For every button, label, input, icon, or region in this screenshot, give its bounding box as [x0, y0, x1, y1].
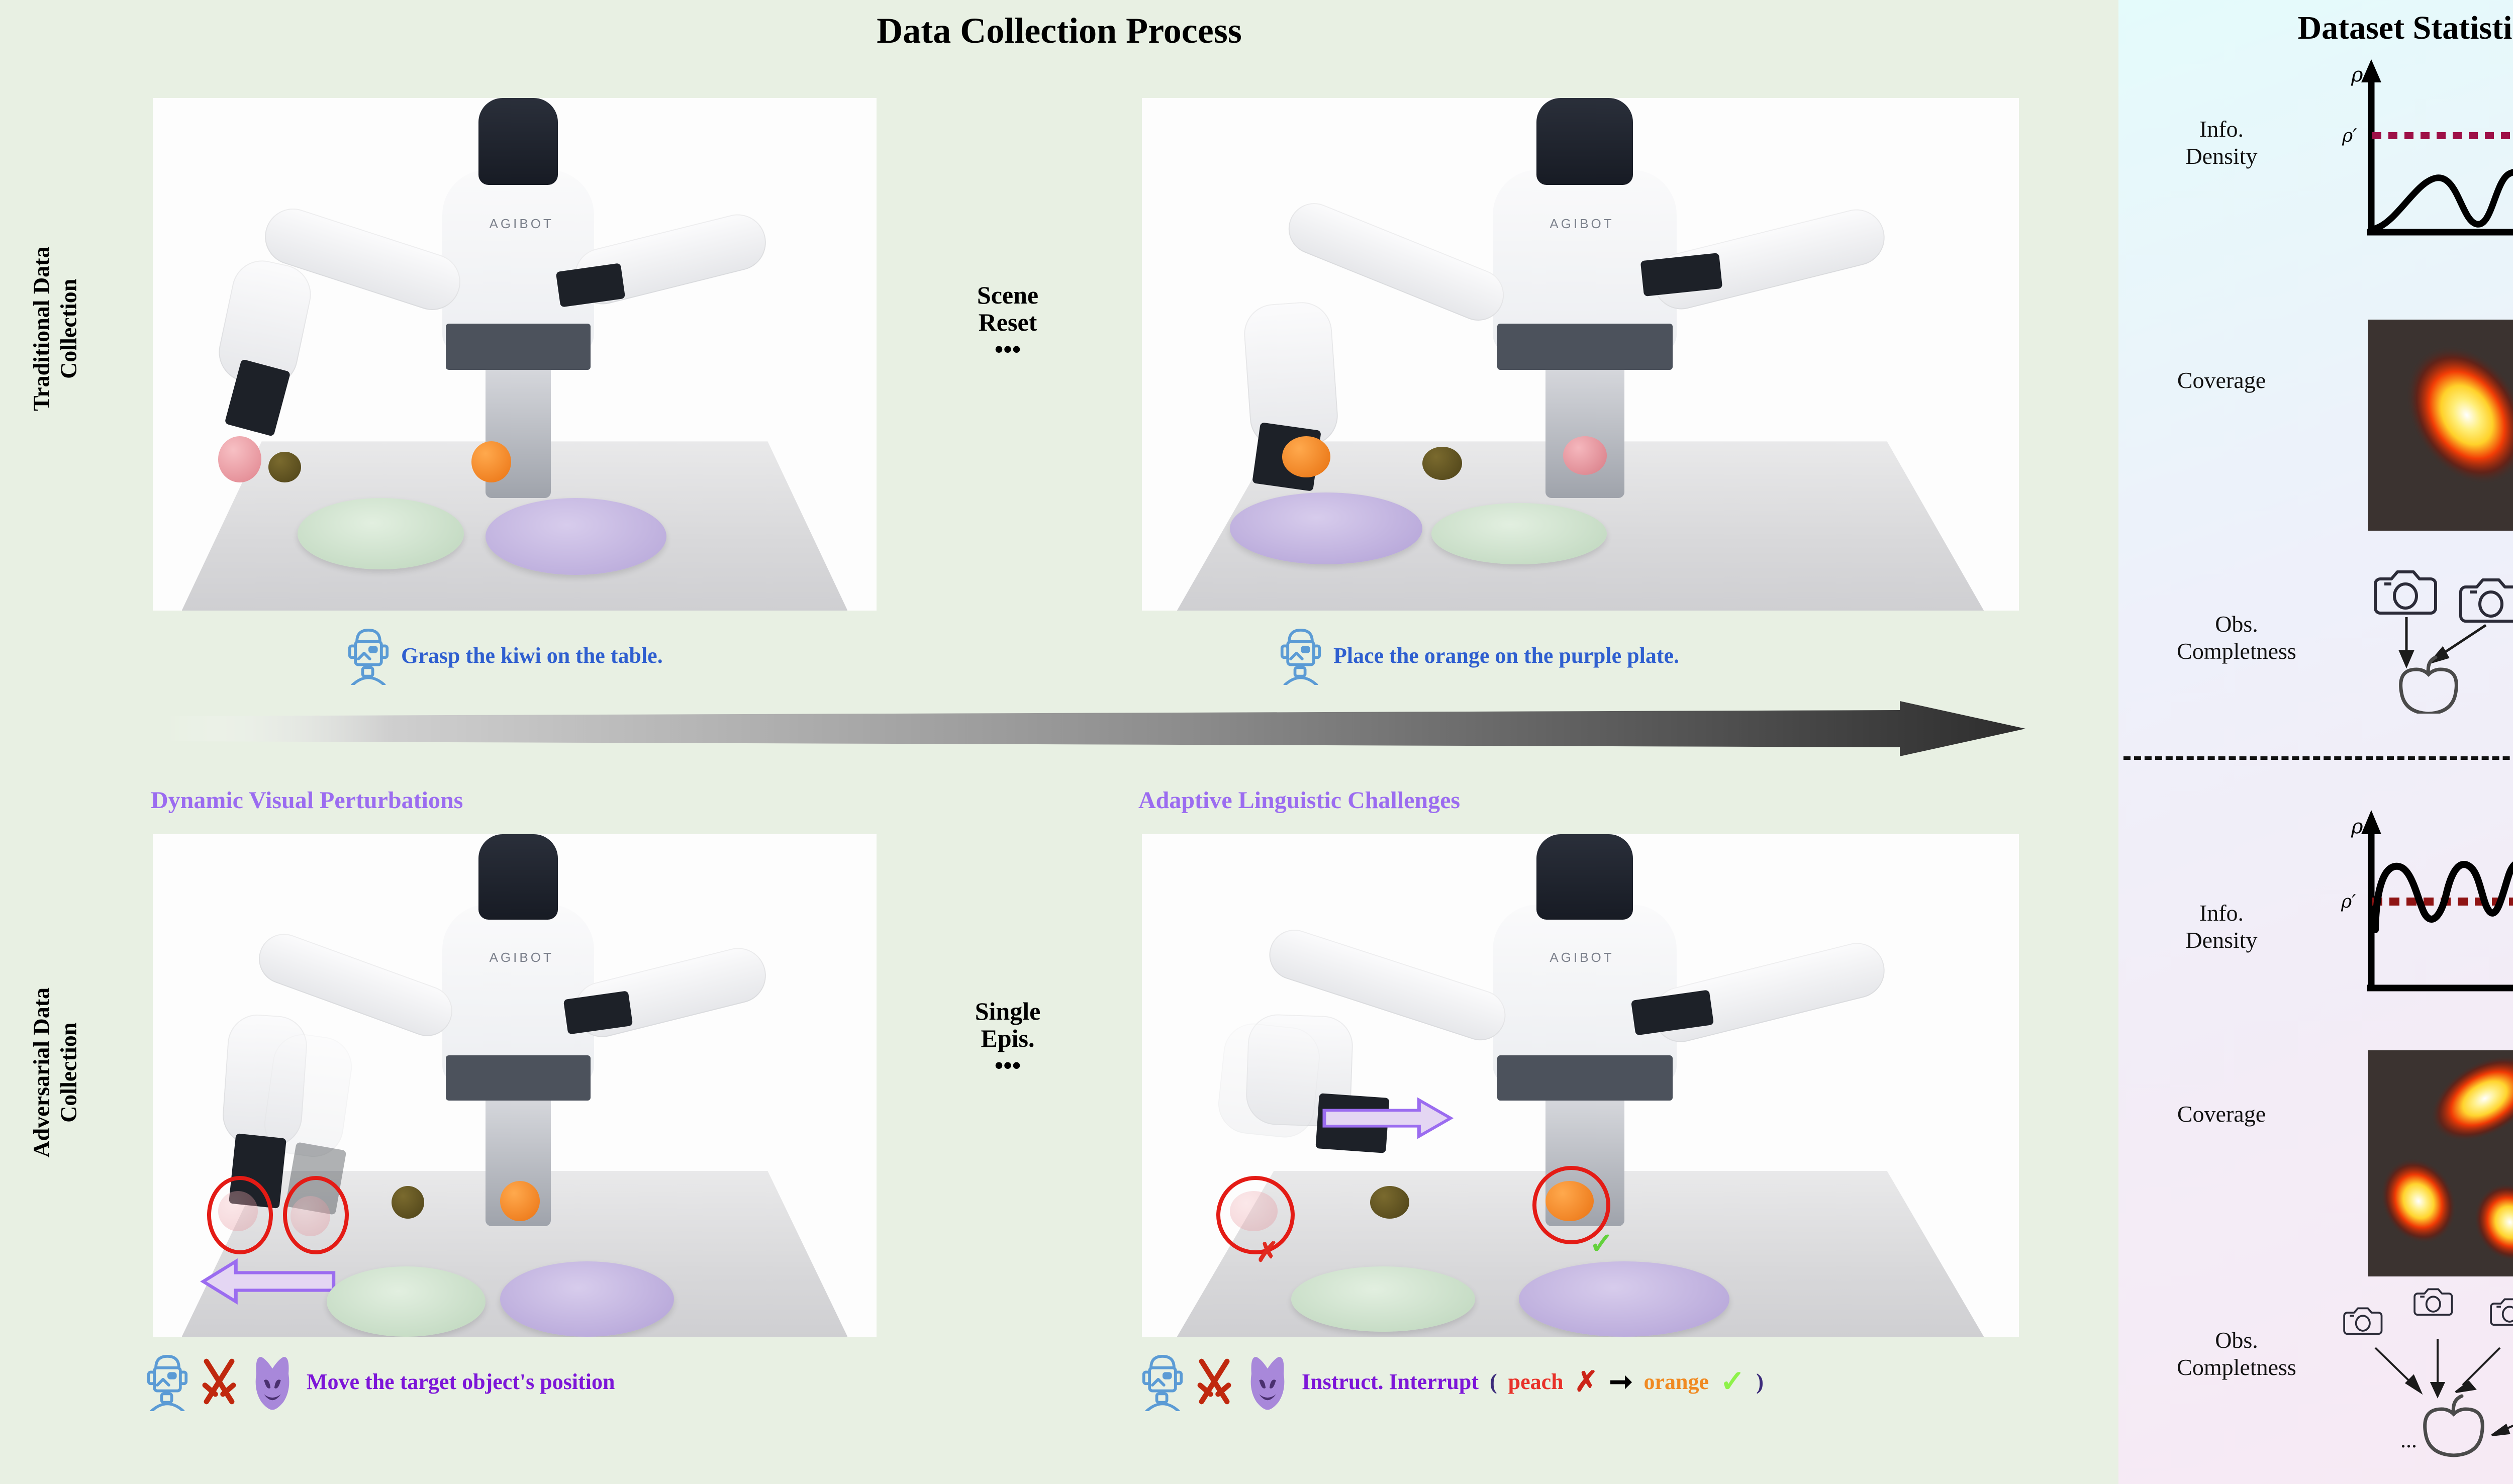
- robot-brand-text: AGIBOT: [489, 216, 554, 231]
- paren-close: ): [1756, 1369, 1764, 1394]
- robot-brand-text: AGIBOT: [1550, 216, 1614, 231]
- highlight-circle-new-position: [283, 1176, 349, 1254]
- robot-brand-text: AGIBOT: [1550, 950, 1614, 965]
- photo-traditional-place: AGIBOT: [1142, 98, 2019, 611]
- axis-label-rho-prime: ρ′: [2341, 892, 2356, 912]
- crossed-swords-icon: [202, 1358, 236, 1405]
- highlight-circle-old-position: [207, 1176, 273, 1254]
- redirect-arrow-icon: [1322, 1097, 1454, 1139]
- cross-mark-peach: ✗: [1255, 1237, 1279, 1267]
- caption-text-main: Instruct. Interrupt: [1302, 1369, 1479, 1394]
- caption-right-word: orange: [1644, 1369, 1709, 1394]
- caption-text: Move the target object's position: [307, 1369, 615, 1394]
- caption-traditional-grasp: Grasp the kiwi on the table.: [347, 626, 663, 685]
- stat-label-obs-completness-top: Obs. Completness: [2177, 611, 2296, 664]
- single-episode-label: Single Epis. •••: [975, 997, 1041, 1079]
- robot-head-icon: [348, 628, 389, 685]
- obs-ellipsis: ...: [2400, 1428, 2417, 1452]
- chart-info-density-adversarial: ρ ρ′ t: [2341, 810, 2513, 992]
- photo-adversarial-linguistic-challenge: AGIBOT ✗ ✓: [1142, 834, 2019, 1337]
- devil-face-icon: [255, 1357, 289, 1410]
- scene-reset-label: Scene Reset •••: [977, 281, 1039, 363]
- section-label-linguistic-challenges: Adaptive Linguistic Challenges: [1138, 787, 1461, 814]
- row-label-traditional: Traditional Data Collection: [28, 246, 81, 412]
- page-title-data-collection: Data Collection Process: [877, 11, 1242, 51]
- chart-info-density-traditional: ρ ρ′ t: [2342, 59, 2513, 236]
- check-mark-icon: ✓: [1720, 1365, 1746, 1398]
- crossed-swords-icon: [1197, 1358, 1231, 1405]
- section-label-visual-perturbations: Dynamic Visual Perturbations: [151, 787, 463, 814]
- diagram-obs-completness-traditional: [2374, 570, 2513, 714]
- paren-open: (: [1489, 1369, 1497, 1394]
- arrow-right-icon: ➞: [1609, 1366, 1633, 1398]
- photo-traditional-grasp: AGIBOT: [153, 98, 877, 611]
- caption-wrong-word: peach: [1508, 1369, 1564, 1394]
- camera-icon: [2374, 570, 2437, 615]
- stat-label-coverage-top: Coverage: [2177, 367, 2266, 393]
- section-divider: [2123, 756, 2513, 760]
- stat-label-coverage-bottom: Coverage: [2177, 1101, 2266, 1127]
- cross-mark-icon: ✗: [1574, 1366, 1598, 1398]
- camera-icon: [2459, 578, 2513, 623]
- heatmap-coverage-adversarial: [2368, 1050, 2513, 1276]
- camera-icon: [2413, 1288, 2453, 1316]
- robot-head-icon: [1280, 628, 1321, 685]
- robot-head-icon: [147, 1354, 188, 1411]
- axis-label-rho: ρ: [2351, 815, 2363, 838]
- caption-adversarial-linguistic: Instruct. Interrupt ( peach ✗ ➞ orange ✓…: [1141, 1352, 1764, 1411]
- axis-label-rho: ρ: [2351, 63, 2363, 86]
- stat-label-info-density-bottom: Info. Density: [2185, 900, 2258, 953]
- caption-text: Grasp the kiwi on the table.: [401, 643, 663, 668]
- devil-face-icon: [1250, 1357, 1285, 1410]
- axis-label-rho-prime: ρ′: [2342, 126, 2357, 146]
- caption-traditional-place: Place the orange on the purple plate.: [1279, 626, 1679, 685]
- caption-adversarial-visual: Move the target object's position: [146, 1352, 615, 1411]
- caption-text: Place the orange on the purple plate.: [1333, 643, 1680, 668]
- heatmap-coverage-traditional: [2368, 320, 2513, 531]
- check-mark-orange: ✓: [1589, 1227, 1614, 1260]
- page-title-dataset-statistics: Dataset Statistics: [2297, 10, 2513, 46]
- stat-label-info-density-top: Info. Density: [2185, 116, 2258, 169]
- highlight-circle-peach: [1216, 1176, 1295, 1254]
- robot-brand-text: AGIBOT: [489, 950, 554, 965]
- row-label-adversarial: Adversarial Data Collection: [28, 987, 81, 1158]
- robot-head-icon: [1142, 1354, 1183, 1411]
- camera-icon: [2343, 1307, 2383, 1335]
- camera-icon: [2490, 1298, 2513, 1326]
- photo-adversarial-visual-perturbation: AGIBOT: [153, 834, 877, 1337]
- highlight-circle-orange: [1532, 1166, 1611, 1244]
- stat-label-obs-completness-bottom: Obs. Completness: [2177, 1327, 2296, 1380]
- process-flow-arrow: [166, 701, 2025, 756]
- move-arrow-icon: [200, 1258, 336, 1305]
- diagram-obs-completness-adversarial: ...: [2343, 1288, 2513, 1457]
